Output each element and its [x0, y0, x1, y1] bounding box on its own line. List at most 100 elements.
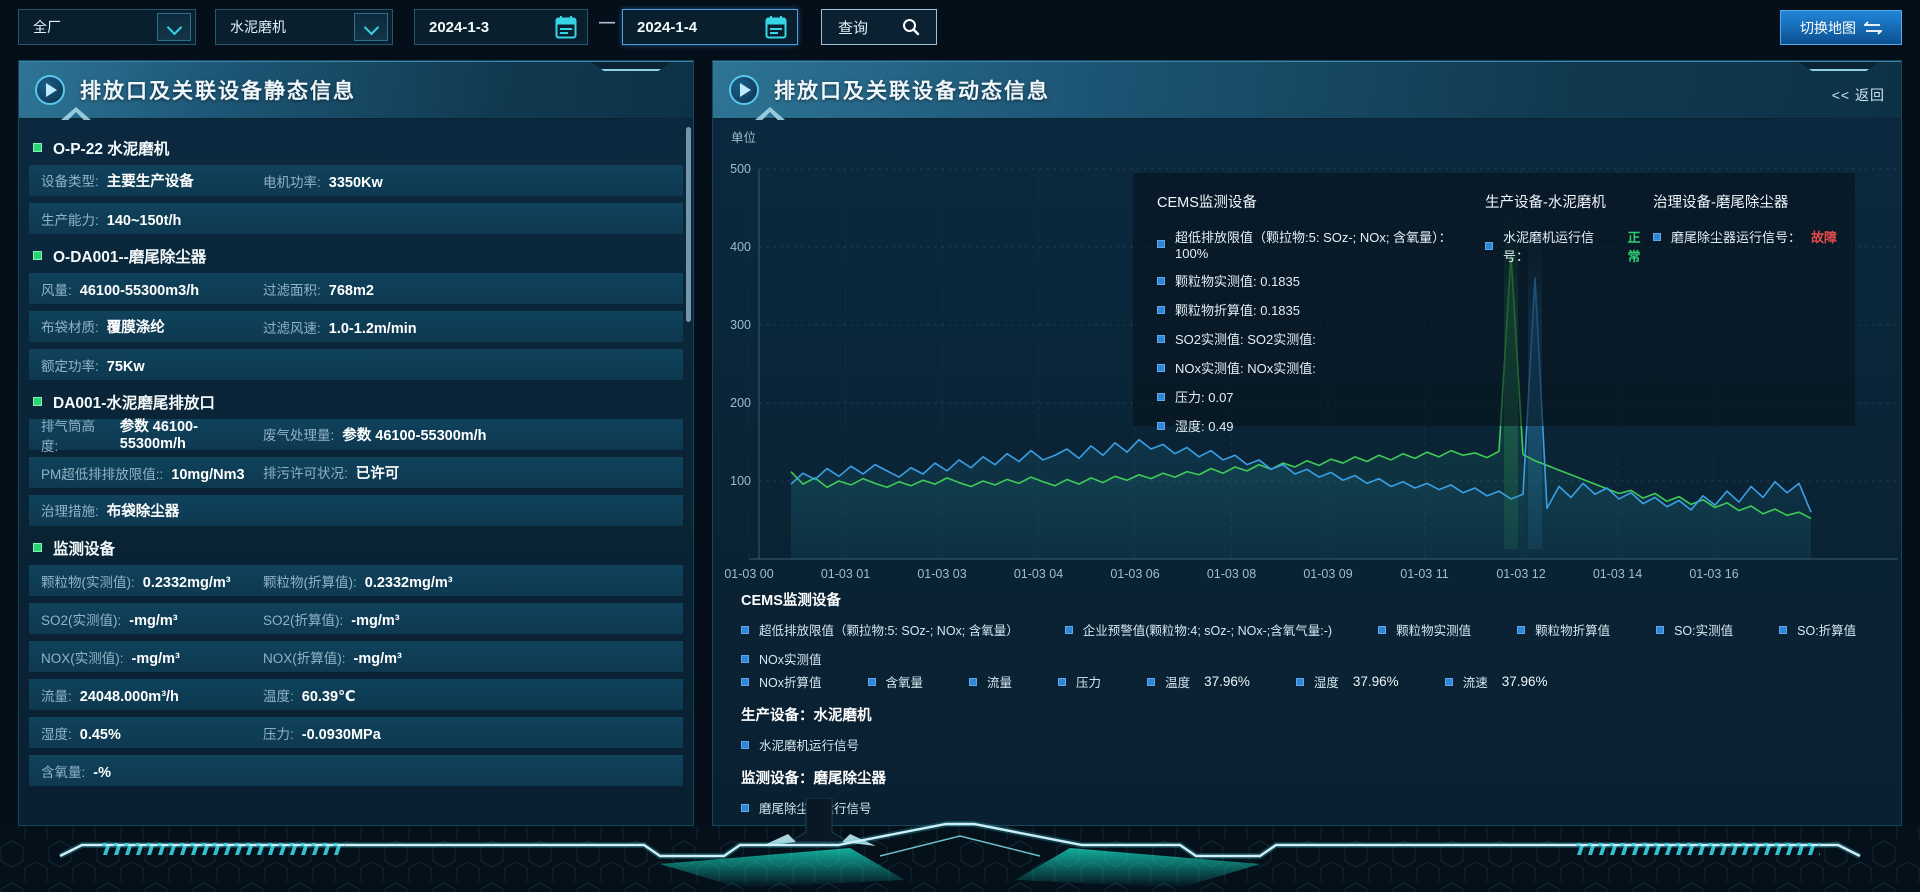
section-header: 监测设备 — [33, 533, 683, 562]
bullet-icon — [1517, 625, 1526, 634]
switch-map-label: 切换地图 — [1800, 19, 1856, 36]
svg-text:01-03 04: 01-03 04 — [1014, 567, 1063, 581]
data-row: 风量: 46100-55300m3/h 过滤面积: 768m2 — [29, 273, 683, 304]
field-label: 颗粒物(折算值): — [263, 574, 357, 590]
data-row: 流量: 24048.000m³/h 温度: 60.39℃ — [29, 679, 683, 710]
bullet-icon — [969, 677, 978, 686]
legend-value: 37.96% — [1204, 674, 1250, 689]
bullet-icon — [1656, 625, 1665, 634]
legend-item[interactable]: 企业预警值(颗粒物:4; sOz-; NOx-;含氧气量:-) — [1064, 620, 1332, 639]
bullet-icon — [1378, 625, 1387, 634]
date-start-input[interactable]: 2024-1-3 — [414, 9, 588, 45]
data-cell: 温度: 60.39℃ — [263, 685, 683, 705]
section-bullet-icon — [33, 251, 42, 260]
field-value: 140~150t/h — [106, 212, 182, 229]
scrollbar[interactable] — [686, 127, 691, 322]
field-value: -mg/m³ — [351, 612, 400, 629]
switch-map-button[interactable]: 切换地图 — [1780, 10, 1902, 45]
svg-text:01-03 06: 01-03 06 — [1110, 567, 1159, 581]
legend-item[interactable]: 磨尾除尘器运行信号 — [741, 798, 872, 817]
header-notch-decoration — [591, 62, 671, 71]
field-label: 电机功率: — [263, 174, 321, 190]
field-label: 颗粒物(实测值): — [41, 574, 135, 590]
query-button-label: 查询 — [838, 19, 869, 37]
back-link[interactable]: << 返回 — [1831, 87, 1885, 103]
legend-label: SO:折算值 — [1797, 624, 1857, 638]
field-value: 覆膜涤纶 — [106, 320, 165, 336]
data-cell: 排污许可状况: 已许可 — [263, 462, 683, 483]
legend-item[interactable]: 超低排放限值（颗拉物:5: SOz-; NOx; 含氧量） — [741, 620, 1019, 639]
static-info-panel-header: 排放口及关联设备静态信息 — [19, 61, 693, 120]
dynamic-line-chart[interactable]: 单位 100 200 300 400 500 01-03 00 01-03 01 01-03 0… — [713, 116, 1903, 588]
legend-item[interactable]: NOx实测值 — [741, 649, 822, 668]
region-select[interactable]: 全厂 — [18, 9, 196, 45]
field-value: -% — [93, 764, 111, 781]
svg-text:300: 300 — [730, 318, 751, 332]
date-range-separator: — — [599, 14, 615, 31]
data-cell: 电机功率: 3350Kw — [263, 171, 683, 191]
legend-item[interactable]: SO:折算值 — [1779, 620, 1856, 639]
data-row: 排气筒高度: 参数 46100-55300m/h 废气处理量: 参数 46100-55… — [29, 419, 683, 454]
section-header: O-DA001--磨尾除尘器 — [33, 241, 683, 270]
field-value: 24048.000m³/h — [79, 688, 179, 705]
legend-item[interactable]: 水泥磨机运行信号 — [741, 735, 859, 754]
legend-row: 超低排放限值（颗拉物:5: SOz-; NOx; 含氧量） 企业预警值(颗粒物:4… — [741, 620, 1883, 668]
legend-label: 水泥磨机运行信号 — [759, 739, 860, 753]
legend-item[interactable]: 温度 37.96% — [1147, 672, 1250, 691]
field-label: NOX(实测值): — [41, 650, 124, 666]
dynamic-info-panel-title: 排放口及关联设备动态信息 — [774, 80, 1050, 103]
legend-row: 磨尾除尘器运行信号 — [741, 798, 1883, 817]
query-button[interactable]: 查询 — [821, 9, 937, 45]
bullet-icon — [741, 677, 749, 686]
calendar-icon[interactable] — [549, 13, 583, 41]
field-label: 排污许可状况: — [263, 466, 348, 481]
device-select-value: 水泥磨机 — [230, 19, 286, 35]
legend-cems-title: CEMS监测设备 — [741, 593, 841, 609]
field-label: 过滤风速: — [263, 320, 321, 336]
date-end-input[interactable]: 2024-1-4 — [622, 9, 798, 45]
legend-item[interactable]: 流量 — [969, 672, 1012, 691]
legend-item[interactable]: SO:实测值 — [1656, 620, 1733, 639]
static-info-panel: 排放口及关联设备静态信息 O-P-22 水泥磨机设备类型: 主要生产设备 电机功率:… — [18, 60, 694, 826]
data-row: 设备类型: 主要生产设备 电机功率: 3350Kw — [29, 165, 683, 196]
data-cell: 颗粒物(折算值): 0.2332mg/m³ — [263, 571, 683, 591]
legend-item[interactable]: 颗粒物实测值 — [1378, 620, 1471, 639]
legend-item[interactable]: NOx折算值 — [741, 672, 822, 691]
field-label: 设备类型: — [41, 174, 99, 189]
legend-item[interactable]: 颗粒物折算值 — [1517, 620, 1610, 639]
legend-item[interactable]: 压力 — [1058, 672, 1101, 691]
device-select[interactable]: 水泥磨机 — [215, 9, 393, 45]
dynamic-info-panel-header: 排放口及关联设备动态信息 << 返回 — [713, 61, 1901, 120]
legend-item[interactable]: 含氧量 — [867, 672, 923, 691]
field-value: 参数 46100-55300m/h — [342, 428, 487, 444]
chevron-down-icon[interactable] — [157, 13, 191, 41]
data-cell: 风量: 46100-55300m3/h — [41, 279, 263, 299]
field-value: 0.2332mg/m³ — [142, 574, 231, 591]
svg-text:单位: 单位 — [731, 130, 756, 145]
field-label: 治理措施: — [41, 504, 99, 519]
section-bullet-icon — [33, 397, 42, 406]
search-icon — [902, 18, 920, 36]
legend-item[interactable]: 湿度 37.96% — [1295, 672, 1399, 691]
section-title: O-P-22 水泥磨机 — [53, 140, 170, 158]
calendar-icon[interactable] — [759, 13, 793, 41]
legend-label: 流量 — [987, 676, 1013, 690]
bullet-icon — [1779, 625, 1788, 634]
svg-text:01-03 16: 01-03 16 — [1689, 567, 1738, 581]
chevron-down-icon[interactable] — [354, 13, 388, 41]
field-label: 压力: — [263, 726, 294, 742]
svg-text:01-03 08: 01-03 08 — [1207, 567, 1256, 581]
legend-item[interactable]: 流速 37.96% — [1444, 672, 1548, 691]
svg-text:100: 100 — [730, 474, 751, 488]
data-cell: 治理措施: 布袋除尘器 — [41, 500, 263, 521]
bullet-icon — [1295, 677, 1304, 686]
legend-label: NOx实测值 — [759, 653, 822, 667]
data-cell: 湿度: 0.45% — [41, 723, 263, 743]
field-value: -mg/m³ — [131, 650, 180, 667]
field-label: 含氧量: — [41, 764, 86, 780]
field-value: 75Kw — [106, 358, 145, 375]
legend-label: 流速 — [1462, 676, 1488, 690]
section-bullet-icon — [33, 143, 42, 152]
section-header: DA001-水泥磨尾排放口 — [33, 387, 683, 416]
region-select-value: 全厂 — [33, 19, 61, 35]
